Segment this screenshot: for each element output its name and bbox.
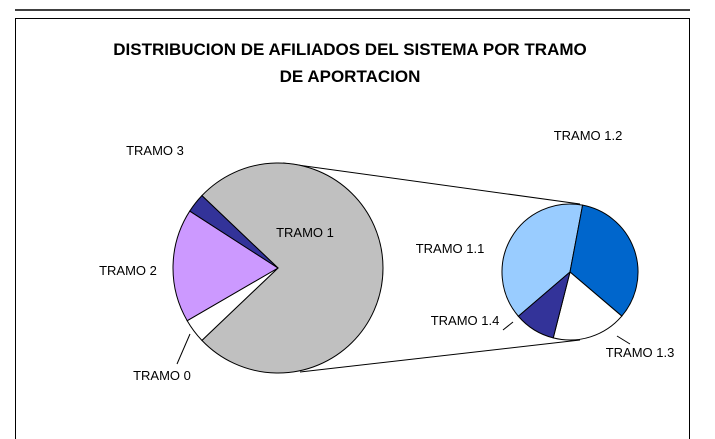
leader-line <box>616 335 631 345</box>
pie-slice <box>201 162 384 374</box>
pie-slice <box>172 210 279 322</box>
slice-label: TRAMO 1 <box>276 225 334 240</box>
pie-slice <box>189 194 279 269</box>
chart-title: DISTRIBUCION DE AFILIADOS DEL SISTEMA PO… <box>113 40 587 86</box>
pie-slice <box>552 271 623 341</box>
pie-slice <box>569 204 639 317</box>
chart-frame <box>15 18 690 439</box>
leader-line <box>502 321 514 331</box>
leader-line <box>176 333 191 365</box>
slice-label: TRAMO 1.1 <box>416 241 485 256</box>
connector-line <box>299 339 581 373</box>
slice-label: TRAMO 0 <box>133 368 191 383</box>
slice-label: TRAMO 1.2 <box>554 128 623 143</box>
pie-slice <box>517 270 571 339</box>
slice-label: TRAMO 2 <box>99 263 157 278</box>
slice-label: TRAMO 1.3 <box>606 345 675 360</box>
connector-line <box>282 162 581 205</box>
slice-label: TRAMO 1.4 <box>431 313 500 328</box>
pie-slice <box>501 203 584 317</box>
slice-label: TRAMO 3 <box>126 143 184 158</box>
